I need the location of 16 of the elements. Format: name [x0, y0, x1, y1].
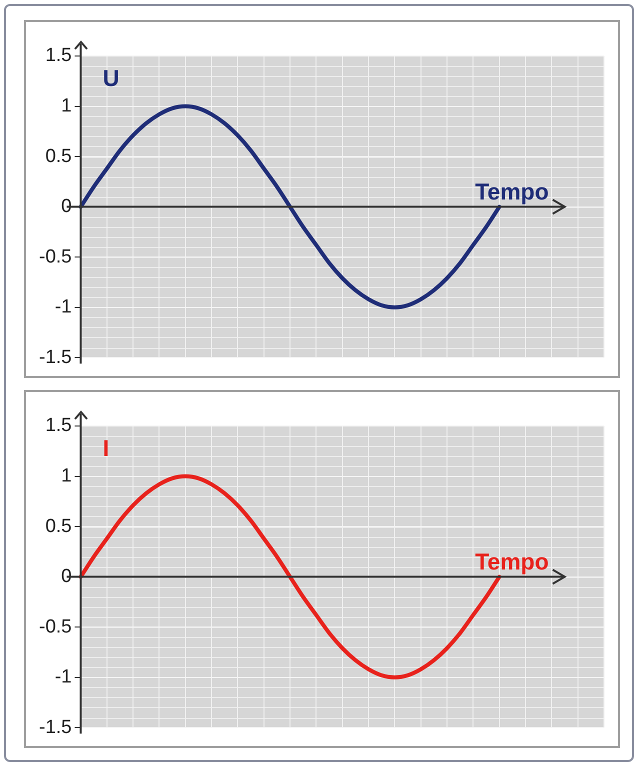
y-tick-label: -1.5 — [38, 716, 72, 738]
y-tick-label: 1.5 — [45, 45, 72, 66]
y-tick-label: -0.5 — [38, 246, 72, 268]
y-tick-label: -1 — [54, 296, 72, 318]
y-tick-label: 0.5 — [45, 516, 72, 537]
y-tick-label: -1 — [54, 666, 72, 688]
y-tick-label: 1.5 — [45, 415, 72, 436]
y-tick-label: -1.5 — [38, 346, 72, 368]
x-axis-title: Tempo — [475, 548, 549, 575]
y-tick-label: -0.5 — [38, 616, 72, 638]
x-axis-title: Tempo — [475, 178, 549, 205]
y-axis-title: U — [102, 64, 120, 91]
y-tick-label: 1 — [61, 466, 72, 486]
y-tick-label: 1 — [61, 96, 72, 116]
y-axis-title: I — [102, 434, 110, 461]
y-tick-label: 0.5 — [45, 146, 72, 167]
